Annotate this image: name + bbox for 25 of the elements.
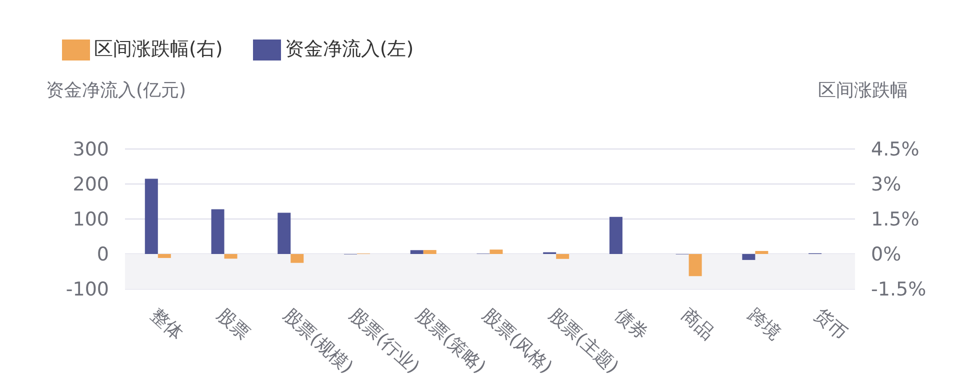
bar (742, 254, 756, 260)
y2-tick-label: 1.5% (871, 208, 920, 231)
bar (211, 209, 224, 254)
x-tick-label: 货币 (810, 304, 851, 344)
legend-label: 资金净流入(左) (284, 38, 414, 60)
y2-axis-title: 区间涨跌幅 (818, 79, 908, 102)
y-tick-label: 200 (72, 174, 109, 196)
bar (278, 212, 291, 254)
y-tick-label: 300 (72, 138, 109, 161)
y2-tick-label: -1.5% (871, 278, 926, 301)
x-tick-label: 整体 (146, 304, 188, 344)
y-tick-label: 0 (96, 244, 109, 266)
bar (144, 178, 158, 254)
x-tick-label: 商品 (677, 304, 718, 344)
x-tick-label: 跨境 (744, 304, 784, 344)
legend-label: 区间涨跌幅(右) (94, 38, 223, 60)
y-tick-label: 100 (72, 208, 109, 231)
y-axis-title: 资金净流入(亿元) (46, 79, 186, 102)
y2-tick-label: 0% (871, 244, 902, 266)
y2-tick-label: 3% (871, 174, 902, 196)
bar (609, 216, 622, 254)
y-tick-label: -100 (66, 278, 109, 301)
y2-tick-label: 4.5% (871, 138, 920, 161)
x-tick-label: 债券 (610, 304, 652, 344)
x-tick-label: 股票 (212, 304, 254, 344)
